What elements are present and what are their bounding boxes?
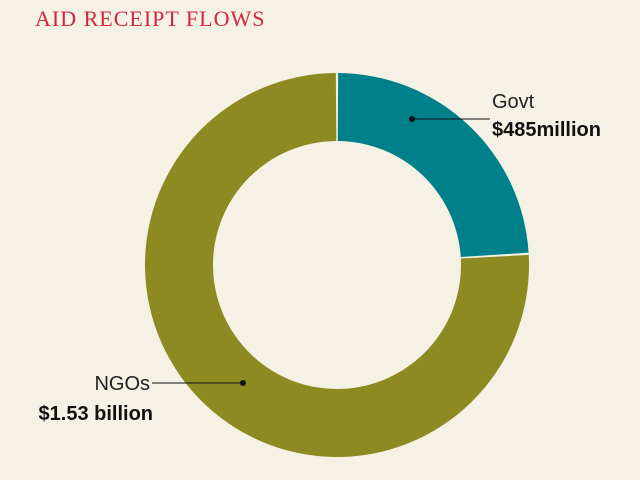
chart-title: AID RECEIPT FLOWS <box>35 6 266 31</box>
ngos-label: NGOs <box>94 373 150 395</box>
govt-label: Govt <box>492 91 535 113</box>
slice-govt <box>337 73 529 258</box>
ngos-value: $1.53 billion <box>39 403 153 425</box>
govt-leader-dot <box>409 116 415 122</box>
govt-value: $485million <box>492 119 601 141</box>
slice-ngos <box>145 73 529 458</box>
ngos-leader-dot <box>240 380 246 386</box>
